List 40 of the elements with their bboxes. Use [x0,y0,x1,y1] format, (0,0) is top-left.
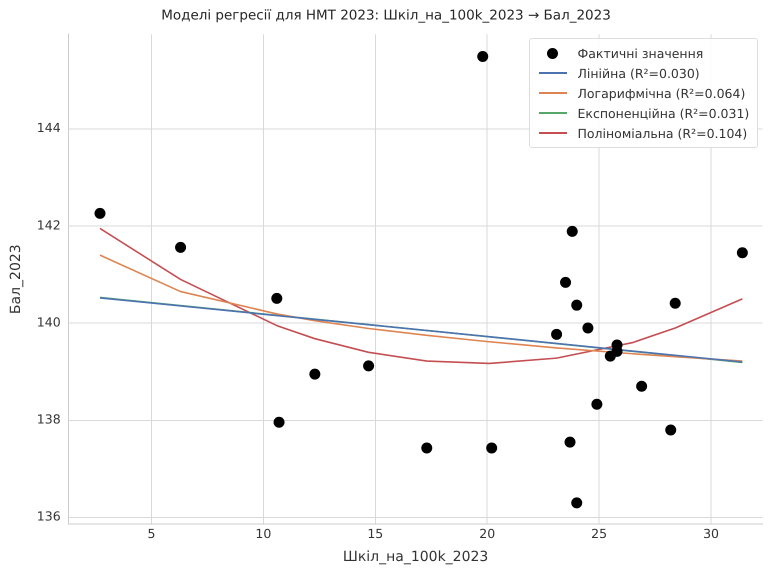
y-tick-label: 140 [36,314,61,330]
point [564,436,576,448]
x-tick-label: 10 [255,526,272,541]
point [477,51,488,62]
point [274,416,285,428]
legend-label: Експоненційна (R²=0.031) [578,106,750,121]
point [94,208,106,219]
point [560,276,572,288]
point [670,298,681,309]
point [309,368,320,380]
point [636,380,648,392]
point [486,442,498,454]
point [175,242,186,253]
chart-title: Моделі регресії для НМТ 2023: Шкіл_на_100k_2023 → Бал_2023 [161,8,611,24]
x-tick-label: 5 [147,526,156,541]
point [571,497,582,508]
legend-label: Поліноміальна (R²=0.104) [578,126,748,141]
point [582,322,594,334]
point [566,226,578,237]
point [421,442,432,454]
x-tick-label: 20 [479,526,496,541]
point [571,300,582,311]
x-axis-title: Шкіл_на_100k_2023 [342,549,488,566]
point [363,360,374,372]
x-tick-label: 30 [703,526,720,541]
y-axis-title: Бал_2023 [8,244,24,314]
x-tick-label: 15 [367,526,384,541]
legend-label: Лінійна (R²=0.030) [578,66,700,81]
point [591,398,602,410]
y-tick-label: 142 [36,217,61,232]
legend-label: Фактичні значення [578,46,704,61]
legend-label: Логарифмічна (R²=0.064) [578,86,746,101]
x-tick-label: 25 [591,526,608,541]
y-tick-label: 138 [36,412,61,427]
y-tick-label: 136 [36,508,61,524]
y-tick-label: 144 [36,120,61,136]
point [551,328,562,340]
point [665,424,676,436]
point [736,247,748,258]
point [271,292,282,304]
